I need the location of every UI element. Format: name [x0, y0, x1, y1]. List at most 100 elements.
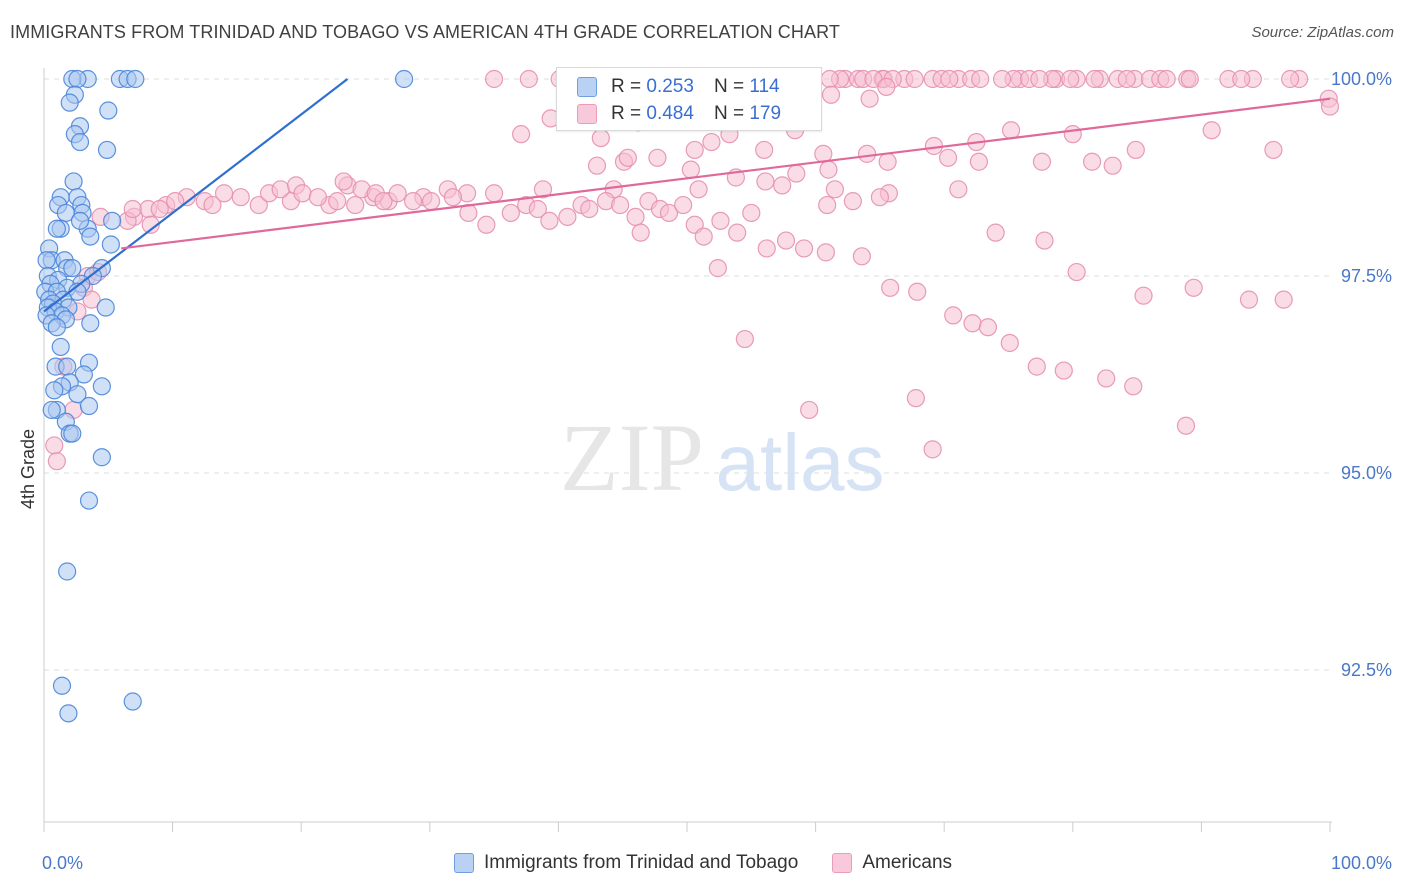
americans-point: [818, 195, 837, 215]
trinidad-point: [97, 140, 117, 160]
trinidad-point: [70, 132, 90, 152]
americans-point: [346, 195, 365, 215]
stats-row-pink: R = 0.484 N = 179: [577, 100, 781, 128]
watermark-atlas: atlas: [716, 418, 885, 507]
americans-point: [1264, 140, 1283, 160]
trinidad-point: [101, 235, 120, 254]
americans-point: [293, 184, 312, 203]
trinidad-point: [52, 676, 72, 695]
americans-point: [949, 180, 968, 199]
americans-point: [403, 192, 423, 211]
americans-point: [1176, 416, 1196, 435]
trinidad-point: [103, 211, 122, 230]
trinidad-point: [70, 211, 90, 230]
gridlines: [44, 78, 1330, 671]
stats-n-label-pink: N =: [713, 103, 745, 124]
legend-item-americans[interactable]: Americans: [832, 852, 952, 874]
trinidad-point: [81, 227, 100, 246]
americans-point: [940, 69, 959, 89]
x-tick-label-0: 0.0%: [42, 853, 83, 873]
americans-point: [477, 215, 496, 234]
americans-point: [776, 231, 796, 250]
americans-point: [906, 389, 926, 408]
trinidad-point: [58, 357, 77, 376]
americans-point: [969, 152, 989, 171]
americans-point: [443, 188, 463, 207]
stats-swatch-blue: [577, 77, 597, 97]
americans-point: [1061, 69, 1080, 89]
americans-point: [47, 452, 66, 471]
americans-point: [580, 199, 599, 219]
trinidad-point: [60, 93, 79, 112]
americans-point: [728, 223, 747, 242]
americans-point: [816, 243, 835, 262]
americans-point: [971, 69, 990, 89]
trinidad-point: [51, 337, 70, 357]
americans-point: [82, 290, 101, 309]
americans-point: [694, 227, 713, 246]
americans-point: [519, 69, 538, 89]
trinidad-point: [96, 298, 115, 317]
trinidad-point: [79, 396, 99, 416]
y-tick-label-97.5: 97.5%: [1341, 266, 1392, 286]
americans-point: [1134, 286, 1153, 305]
americans-point: [1117, 69, 1136, 89]
americans-point: [825, 180, 844, 199]
americans-point: [860, 89, 879, 108]
y-axis-label: 4th Grade: [18, 429, 38, 509]
americans-point: [1157, 69, 1176, 89]
americans-point: [857, 144, 877, 163]
americans-point: [757, 239, 776, 258]
trinidad-point: [79, 491, 99, 510]
americans-point: [708, 259, 727, 278]
americans-point: [308, 188, 328, 207]
trinidad-point: [123, 692, 142, 711]
trinidad-point: [68, 385, 87, 404]
americans-point: [648, 148, 667, 167]
trinidad-point: [64, 172, 83, 191]
stats-r-label-blue: R =: [611, 76, 642, 97]
watermark-zip: ZIP: [560, 404, 704, 511]
americans-point: [689, 180, 708, 199]
americans-point: [659, 203, 679, 223]
trinidad-point: [63, 424, 82, 443]
legend-item-trinidad[interactable]: Immigrants from Trinidad and Tobago: [453, 852, 798, 874]
americans-point: [528, 199, 547, 219]
americans-point: [908, 282, 927, 301]
americans-point: [923, 440, 942, 459]
americans-point: [702, 132, 721, 152]
americans-point: [1000, 333, 1019, 353]
americans-point: [45, 436, 64, 455]
americans-point: [681, 160, 700, 179]
stats-n-label-blue: N =: [713, 76, 745, 97]
americans-point: [626, 207, 645, 226]
source-label: Source: ZipAtlas.com: [1251, 24, 1394, 41]
trinidad-point: [92, 377, 111, 396]
americans-point: [843, 192, 862, 211]
americans-point: [1085, 69, 1104, 89]
americans-point: [711, 211, 730, 230]
americans-point: [533, 180, 553, 199]
americans-point: [631, 223, 650, 242]
chart-title: IMMIGRANTS FROM TRINIDAD AND TOBAGO VS A…: [10, 22, 840, 42]
americans-point: [1027, 357, 1046, 376]
americans-point: [878, 152, 897, 171]
americans-point: [328, 192, 347, 211]
trinidad-point: [37, 251, 56, 270]
americans-point: [249, 195, 268, 215]
trinidad-point: [68, 69, 87, 89]
americans-point: [1103, 156, 1122, 175]
americans-point: [755, 140, 774, 160]
americans-point: [756, 172, 775, 191]
stats-r-label-pink: R =: [611, 103, 642, 124]
americans-trendline: [121, 97, 1331, 250]
americans-point: [1202, 121, 1221, 140]
stats-r-value-blue: 0.253: [646, 76, 694, 97]
americans-point: [512, 125, 531, 144]
americans-point: [877, 77, 896, 96]
y-tick-label-92.5: 92.5%: [1341, 660, 1392, 680]
americans-point: [485, 69, 504, 89]
tick-labels: 92.5% 95.0% 97.5% 100.0% 0.0% 100.0%: [42, 69, 1392, 873]
americans-point: [271, 180, 290, 199]
